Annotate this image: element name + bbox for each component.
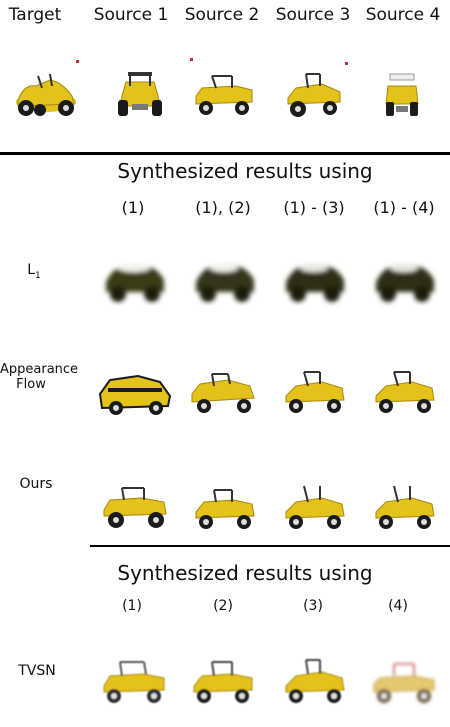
tvsn-result-4-image: [373, 663, 435, 703]
appearance-flow-result-3-image: [285, 371, 345, 413]
header-label-source-4: Source 4: [365, 5, 441, 25]
appearance-flow-result-1-image: [98, 374, 172, 415]
section2-title: Synthesized results using: [117, 561, 373, 585]
row-label-l1-main: L: [27, 262, 36, 278]
section2-column-3: (3): [303, 598, 323, 614]
header-label-source-3: Source 3: [275, 5, 351, 25]
source-3-car-image: [287, 73, 341, 117]
row-label-tvsn: TVSN: [18, 663, 56, 679]
appearance-flow-result-2-image: [191, 373, 255, 413]
ours-result-3-image: [285, 482, 345, 529]
l1-result-3-image: [286, 264, 344, 302]
row-label-ours: Ours: [19, 476, 53, 492]
row-label-appearance-flow: Appearance Flow: [0, 362, 79, 392]
section1-column-2: (1), (2): [195, 198, 251, 217]
target-car-image: [16, 73, 76, 116]
source-2-car-image: [195, 75, 253, 115]
row-label-l1: L1: [14, 262, 54, 281]
header-label-source-1: Source 1: [93, 5, 169, 25]
appearance-flow-result-4-image: [375, 371, 435, 413]
section1-title: Synthesized results using: [117, 159, 373, 183]
section-divider-thin: [90, 545, 450, 547]
ours-result-4-image: [375, 482, 435, 529]
header-label-source-2: Source 2: [184, 5, 260, 25]
section2-column-4: (4): [388, 598, 408, 614]
row-label-appearance-line1: Appearance: [0, 362, 79, 377]
ours-result-2-image: [195, 489, 255, 529]
section1-column-1: (1): [121, 198, 145, 217]
ours-result-1-image: [103, 487, 167, 528]
l1-result-1-image: [106, 264, 164, 302]
l1-result-2-image: [196, 264, 254, 302]
section1-column-3: (1) - (3): [283, 198, 345, 217]
source-4-car-image: [385, 73, 419, 116]
tvsn-result-1-image: [103, 661, 165, 703]
section2-column-2: (2): [213, 598, 233, 614]
section-divider-thick: [0, 152, 450, 155]
marker-dot: [76, 60, 79, 63]
section1-column-4: (1) - (4): [373, 198, 435, 217]
section2-column-1: (1): [122, 598, 142, 614]
header-label-target: Target: [8, 5, 62, 25]
marker-dot: [190, 58, 193, 61]
tvsn-result-3-image: [285, 659, 345, 703]
row-label-appearance-line2: Flow: [16, 377, 46, 392]
tvsn-result-2-image: [193, 661, 253, 703]
marker-dot: [345, 62, 348, 65]
source-1-car-image: [118, 72, 162, 116]
l1-result-4-image: [376, 264, 434, 302]
row-label-l1-subscript: 1: [35, 270, 41, 281]
